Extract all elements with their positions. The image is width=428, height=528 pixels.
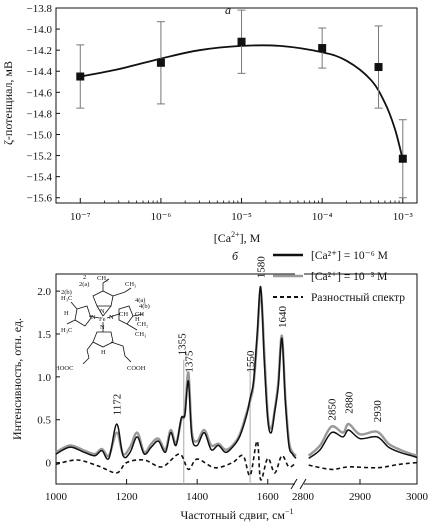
chem-vinyl-b: 4(b) <box>139 303 150 310</box>
legend-label-1: [Ca²⁺] = 10⁻⁶ M <box>311 250 388 262</box>
chem-vinyl-a: 4(a) <box>135 297 145 304</box>
panel-a-x-tick-label: 10⁻³ <box>393 211 414 223</box>
chem-ch2-top: CH₂ <box>97 275 108 282</box>
panel-a-y-tick-label: −15.2 <box>27 151 52 163</box>
panel-a-x-tick-label: 10⁻⁷ <box>70 211 91 223</box>
chem-cooh: COOH <box>127 365 146 372</box>
chem-ch-right: CH <box>135 311 144 318</box>
panel-a-y-axis-label: ζ-потенциал, мВ <box>1 61 15 145</box>
panel-a-y-tick-label: −14.8 <box>27 108 53 120</box>
chem-n3: N <box>100 324 105 331</box>
panel-b-x-tick-label: 2800 <box>292 491 315 503</box>
panel-b-peak-label: 1580 <box>256 256 268 279</box>
panel-a-y-tick-label: −15.0 <box>27 129 53 141</box>
chem-num-2a: 2(a) <box>79 281 89 288</box>
panel-b-x-ticks: 1000 1200 1400 1600 2800 2900 3000 <box>45 479 428 503</box>
panel-b-peak-label: 1172 <box>112 394 124 416</box>
panel-b-plot-area <box>55 286 418 484</box>
panel-b-x-axis-label: Частотный сдвиг, см−1 <box>180 507 293 522</box>
panel-a-x-tick-label: 10⁻⁴ <box>312 211 333 223</box>
chem-n2: N <box>109 314 114 321</box>
chem-meso-h-bottom: H <box>101 349 106 356</box>
panel-b-x-tick-label: 1000 <box>45 491 68 503</box>
chem-meso-h-right: H <box>135 316 140 323</box>
panel-a-data-point <box>398 154 407 163</box>
panel-b-peak-label: 1375 <box>183 350 195 373</box>
panel-b-y-tick-label: 2.0 <box>37 286 51 298</box>
panel-b-series-1-left <box>55 286 297 460</box>
chem-n4: N <box>91 314 96 321</box>
panel-a-data-point <box>318 44 327 53</box>
panel-b-x-tick-label: 1400 <box>186 491 209 503</box>
chem-num-2b: 2(b) <box>61 289 72 296</box>
panel-a-label: a <box>225 3 231 17</box>
panel-b-y-tick-label: 0 <box>46 458 52 470</box>
panel-b-y-tick-label: 1.0 <box>37 372 51 384</box>
legend: [Ca²⁺] = 10⁻⁶ M [Ca²⁺] = 10⁻³ M Разностн… <box>273 250 405 304</box>
panel-a-x-ticks: 10⁻⁷ 10⁻⁶ 10⁻⁵ 10⁻⁴ 10⁻³ <box>70 198 414 223</box>
axis-break-marks <box>290 478 307 490</box>
panel-b-peak-label: 1550 <box>245 350 257 373</box>
chem-hooc: HOOC <box>55 365 73 372</box>
panel-a-y-tick-label: −14.6 <box>27 87 53 99</box>
chem-n1: N <box>100 308 105 315</box>
panel-b-label: б <box>232 249 239 263</box>
chem-h3c-left: H₃C <box>61 295 72 302</box>
panel-a-x-axis-label: [Ca2+], M <box>214 230 261 245</box>
panel-a-y-tick-label: −15.4 <box>27 172 53 184</box>
chem-ch3-top: CH₃ <box>125 281 136 288</box>
panel-a-frame <box>55 7 418 204</box>
chem-h3c-lower: H₃C <box>61 327 72 334</box>
chem-ch2-right: CH₂ <box>137 321 148 328</box>
legend-label-2: [Ca²⁺] = 10⁻³ M <box>311 271 387 283</box>
chem-meso-h-left: H <box>64 310 69 317</box>
panel-a-data-point <box>76 72 85 81</box>
panel-b-peak-label: 2850 <box>327 398 339 421</box>
panel-b: б Интенсивность, отн. ед. Частотный сдви… <box>10 249 428 522</box>
heme-bonds <box>66 278 144 365</box>
panel-a-y-tick-label: −14.4 <box>27 66 53 78</box>
panel-a-x-tick-label: 10⁻⁵ <box>231 211 252 223</box>
chem-ch-inner: CH <box>119 311 128 318</box>
panel-b-x-tick-label: 3000 <box>406 491 428 503</box>
panel-b-y-tick-label: 0.5 <box>37 415 51 427</box>
panel-b-series-3-left <box>55 440 297 481</box>
panel-a-x-tick-label: 10⁻⁶ <box>151 211 172 223</box>
panel-a-y-ticks: −13.8 −14.0 −14.2 −14.4 −14.6 −14.8 −15.0 −15.2… <box>27 3 60 205</box>
panel-a-y-tick-label: −14.2 <box>27 45 52 57</box>
panel-b-peak-label: 1640 <box>277 306 289 329</box>
panel-b-y-tick-label: 1.5 <box>37 329 51 341</box>
panel-a-data-point <box>237 37 246 46</box>
panel-b-x-tick-label: 1600 <box>257 491 280 503</box>
panel-a-y-tick-label: −13.8 <box>27 3 53 15</box>
panel-a-data-point <box>374 63 383 72</box>
panel-a-data-point <box>156 58 165 67</box>
panel-b-x-tick-label: 1200 <box>116 491 139 503</box>
panel-b-series-1-right <box>308 429 418 459</box>
panel-b-x-tick-label: 2900 <box>349 491 372 503</box>
panel-b-y-axis-label: Интенсивность, отн. ед. <box>10 318 24 440</box>
axis-break-gap <box>295 273 304 487</box>
chem-ch3-right: CH₃ <box>135 331 146 338</box>
legend-label-3: Разностный спектр <box>311 292 405 304</box>
panel-a: a ζ-потенциал, мВ [Ca2+], M −13.8−14.0−1… <box>1 3 418 245</box>
panel-b-series-3-right <box>308 461 418 471</box>
panel-b-peak-label: 2930 <box>372 400 384 423</box>
panel-a-y-tick-label: −14.0 <box>27 24 53 36</box>
chem-num-2: 2 <box>83 274 86 281</box>
panel-a-plot-area <box>76 9 407 199</box>
chem-fe: Fe <box>99 316 106 323</box>
heme-structure-inset: CH₂ 2 2(a) 2(b) CH₃ H₃C 4(a) 4(b) CH CH₂… <box>55 274 150 372</box>
panel-b-y-ticks: 0 0.5 1.0 1.5 2.0 <box>37 286 60 470</box>
panel-b-series-2-right <box>307 422 418 457</box>
panel-a-y-tick-label: −15.6 <box>27 193 53 205</box>
panel-b-peak-label: 2880 <box>344 391 356 414</box>
panel-b-peak-label: 1355 <box>176 333 188 356</box>
